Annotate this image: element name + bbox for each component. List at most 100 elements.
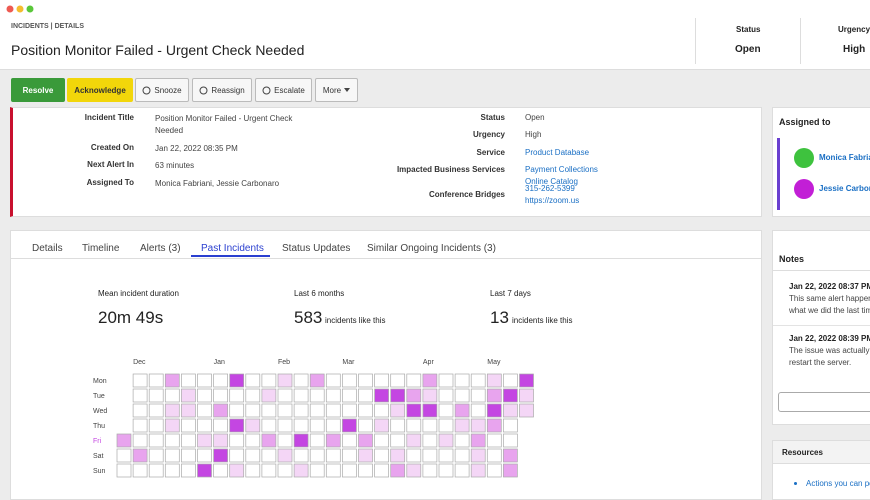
button[interactable]: Reassign [192, 78, 252, 102]
heatmap-cell [148, 373, 164, 388]
heatmap-cell [342, 388, 357, 403]
detail-value[interactable]: Product Database [525, 148, 590, 157]
heatmap-cell [132, 418, 148, 433]
heatmap-cell [293, 433, 309, 448]
heatmap-cell [325, 433, 341, 448]
heatmap-cell [438, 388, 454, 403]
heatmap-cell [503, 388, 518, 403]
heatmap-cell [245, 463, 261, 478]
heatmap-cell [164, 388, 180, 403]
heatmap-cell [503, 433, 518, 448]
tab[interactable]: Details [32, 243, 63, 254]
heatmap-cell [358, 448, 373, 463]
note-input[interactable] [778, 392, 870, 412]
heatmap-cell [309, 433, 325, 448]
heatmap-cell [390, 448, 406, 463]
heatmap-cell [229, 418, 245, 433]
heatmap-cell [132, 403, 148, 418]
tab[interactable]: Status Updates [282, 243, 351, 254]
heatmap-cell [519, 403, 534, 418]
heatmap-cell [309, 448, 325, 463]
month-label: Dec [133, 359, 146, 366]
heatmap-cell [325, 373, 341, 388]
resources-header [773, 441, 870, 464]
heatmap-cell [148, 418, 164, 433]
heatmap-cell [374, 448, 389, 463]
heatmap-cell [213, 433, 228, 448]
heatmap-cell [181, 463, 196, 478]
button-label: Reassign [211, 85, 245, 95]
stat-suffix: incidents like this [512, 316, 573, 325]
button[interactable]: Snooze [135, 78, 189, 102]
stat-label: Mean incident duration [98, 289, 179, 298]
heatmap-cell [438, 433, 454, 448]
heatmap-cell [422, 448, 438, 463]
tab[interactable]: Similar Ongoing Incidents (3) [367, 243, 496, 254]
heatmap-cell [454, 373, 470, 388]
detail-value: Open [525, 113, 545, 122]
assignee-name[interactable]: Monica Fabriani [819, 153, 870, 162]
detail-value[interactable]: https://zoom.us [525, 196, 580, 205]
tab[interactable]: Past Incidents [201, 243, 264, 254]
heatmap-cell [486, 433, 502, 448]
heatmap-cell [358, 388, 373, 403]
heatmap-cell [486, 463, 502, 478]
heatmap: Dec Jan Feb Mar Apr May Mon Tue Wed Thu Fri Sat Sun [93, 359, 534, 478]
note-text: restart the server. [789, 358, 852, 367]
detail-value[interactable]: Payment Collections [525, 165, 598, 174]
button-label: Escalate [274, 85, 305, 95]
heatmap-cell [309, 463, 325, 478]
heatmap-cell [470, 403, 486, 418]
heatmap-cell [132, 463, 148, 478]
button[interactable]: Acknowledge [67, 78, 133, 102]
heatmap-cell [438, 403, 454, 418]
detail-value[interactable]: Online Catalog [525, 177, 578, 186]
detail-value: Jan 22, 2022 08:35 PM [155, 144, 238, 153]
heatmap-cell [277, 388, 293, 403]
heatmap-cell [197, 418, 212, 433]
heatmap-cell [342, 448, 357, 463]
heatmap-cell [277, 418, 293, 433]
day-label: Thu [93, 423, 105, 430]
stat-value: 20m 49s [98, 308, 164, 327]
day-label: Mon [93, 378, 107, 385]
heatmap-cell [422, 388, 438, 403]
heatmap-cell [406, 463, 422, 478]
heatmap-cell [325, 418, 341, 433]
heatmap-cell [519, 373, 534, 388]
divider [800, 18, 801, 64]
button[interactable]: Escalate [255, 78, 312, 102]
month-label: Jan [214, 359, 225, 366]
tab[interactable]: Alerts (3) [140, 243, 181, 254]
heatmap-cell [277, 403, 293, 418]
divider [695, 18, 696, 64]
resource-link[interactable]: Actions you can perform [806, 479, 870, 488]
heatmap-cell [309, 388, 325, 403]
heatmap-cell [132, 448, 148, 463]
urgency-value: High [843, 44, 866, 55]
heatmap-cell [454, 403, 470, 418]
heatmap-cell [390, 388, 406, 403]
heatmap-cell [148, 433, 164, 448]
detail-value: Position Monitor Failed - Urgent Check N… [155, 114, 293, 135]
avatar [794, 148, 814, 168]
details-card [10, 107, 762, 217]
heatmap-cell [261, 448, 277, 463]
tab[interactable]: Timeline [82, 243, 120, 254]
heatmap-cell [181, 403, 196, 418]
button[interactable]: Resolve [11, 78, 65, 102]
heatmap-cell [486, 373, 502, 388]
button-icon [142, 86, 151, 94]
day-label: Wed [93, 408, 107, 415]
detail-value[interactable]: 315-262-5399 [525, 184, 575, 193]
heatmap-cell [422, 433, 438, 448]
detail-value: Monica Fabriani, Jessie Carbonaro [155, 179, 280, 188]
heatmap-cell [245, 373, 261, 388]
button[interactable]: More [315, 78, 358, 102]
assignee-name[interactable]: Jessie Carbonaro [819, 184, 870, 193]
urgency-label: Urgency [838, 25, 870, 34]
heatmap-cell [438, 418, 454, 433]
stat-label: Last 7 days [490, 289, 531, 298]
heatmap-cell [325, 463, 341, 478]
